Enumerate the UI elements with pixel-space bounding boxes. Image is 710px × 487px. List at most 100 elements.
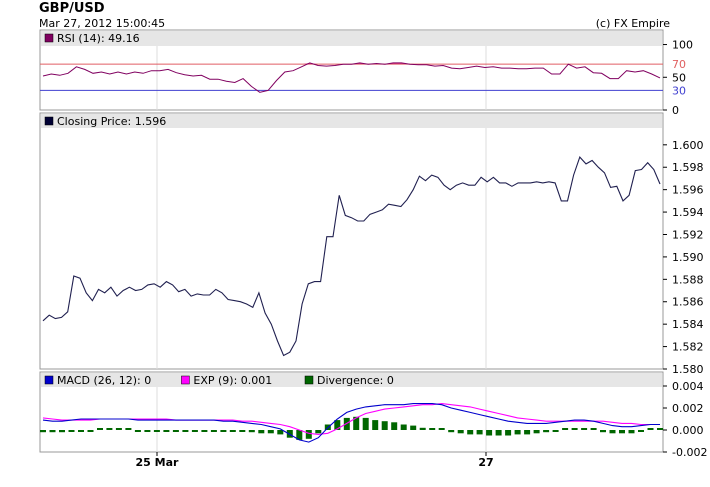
divergence-bar-7 <box>106 428 113 430</box>
divergence-bar-9 <box>125 428 132 430</box>
divergence-bar-12 <box>153 430 160 432</box>
legend-swatch-2-1 <box>181 375 190 385</box>
legend-label-2-1: EXP (9): 0.001 <box>193 374 272 387</box>
legend-label-2-2: Divergence: 0 <box>317 374 394 387</box>
divergence-bar-3 <box>68 430 75 432</box>
divergence-bar-37 <box>391 422 398 430</box>
price-tick-label-9: 1.582 <box>672 341 704 354</box>
divergence-bar-15 <box>182 430 189 432</box>
divergence-bar-41 <box>429 428 436 430</box>
divergence-bar-16 <box>191 430 198 432</box>
price-tick-label-2: 1.596 <box>672 184 704 197</box>
divergence-bar-53 <box>543 430 550 433</box>
legend-swatch-1-0 <box>44 116 54 126</box>
divergence-bar-0 <box>40 430 46 433</box>
divergence-bar-13 <box>163 430 170 432</box>
legend-swatch-2-2 <box>304 375 314 385</box>
price-tick-label-6: 1.588 <box>672 273 704 286</box>
legend-label-2-0: MACD (26, 12): 0 <box>57 374 151 387</box>
chart-timestamp: Mar 27, 2012 15:00:45 <box>39 17 166 30</box>
price-tick-label-5: 1.590 <box>672 251 704 264</box>
divergence-bar-42 <box>438 428 445 430</box>
divergence-bar-28 <box>305 430 312 439</box>
rsi-tick-label-2: 0 <box>672 104 679 117</box>
divergence-bar-21 <box>239 430 246 432</box>
divergence-bar-19 <box>220 430 227 432</box>
divergence-bar-47 <box>486 430 493 436</box>
divergence-bar-2 <box>59 430 65 433</box>
rsi-ref-label-0: 70 <box>672 58 686 71</box>
price-tick-label-8: 1.584 <box>672 318 704 331</box>
divergence-bar-35 <box>372 420 379 430</box>
price-tick-label-7: 1.586 <box>672 296 704 309</box>
macd-tick-label-2: 0.000 <box>672 424 704 437</box>
divergence-bar-38 <box>400 424 407 430</box>
panel-legend-bar-2 <box>41 373 662 387</box>
divergence-bar-64 <box>647 428 654 430</box>
divergence-bar-25 <box>277 430 284 435</box>
panel-legend-bar-0 <box>41 31 662 46</box>
rsi-ref-label-1: 30 <box>672 84 686 97</box>
divergence-bar-55 <box>562 428 569 430</box>
rsi-tick-label-0: 100 <box>672 39 693 52</box>
divergence-bar-40 <box>419 427 426 430</box>
divergence-bar-62 <box>628 430 635 434</box>
divergence-bar-17 <box>201 430 208 432</box>
divergence-bar-27 <box>296 430 303 440</box>
divergence-bar-11 <box>144 430 151 432</box>
x-axis-label-1: 27 <box>478 456 493 469</box>
divergence-bar-58 <box>590 428 597 430</box>
legend-label-1-0: Closing Price: 1.596 <box>57 115 166 128</box>
divergence-bar-36 <box>381 421 388 430</box>
divergence-bar-50 <box>514 430 521 435</box>
divergence-bar-59 <box>600 430 606 433</box>
divergence-bar-65 <box>657 428 663 430</box>
divergence-bar-39 <box>410 425 417 430</box>
divergence-bar-34 <box>362 417 369 430</box>
divergence-bar-22 <box>248 430 255 433</box>
divergence-bar-10 <box>134 430 141 432</box>
macd-tick-label-0: 0.004 <box>672 380 704 393</box>
divergence-bar-33 <box>353 416 360 430</box>
divergence-bar-18 <box>210 430 217 432</box>
divergence-bar-51 <box>524 430 531 435</box>
divergence-bar-54 <box>552 430 559 432</box>
divergence-bar-29 <box>315 430 322 434</box>
copyright-notice: (c) FX Empire <box>595 17 670 30</box>
divergence-bar-46 <box>476 430 483 435</box>
exp-signal-line <box>42 403 660 435</box>
divergence-bar-45 <box>467 430 474 435</box>
chart-symbol: GBP/USD <box>39 1 105 16</box>
divergence-bar-23 <box>258 430 265 434</box>
macd-tick-label-3: -0.002 <box>672 446 707 459</box>
x-axis-label-0: 25 Mar <box>136 456 180 469</box>
macd-line <box>42 403 660 443</box>
macd-tick-label-1: 0.002 <box>672 402 704 415</box>
divergence-bar-57 <box>581 428 588 430</box>
divergence-bar-1 <box>49 430 56 433</box>
divergence-bar-20 <box>229 430 236 432</box>
panel-frame-1 <box>39 112 664 370</box>
divergence-bar-52 <box>533 430 540 434</box>
divergence-bar-24 <box>267 430 274 434</box>
divergence-bar-6 <box>97 428 103 430</box>
legend-swatch-2-0 <box>44 375 54 385</box>
price-tick-label-10: 1.580 <box>672 363 704 376</box>
legend-swatch-0-0 <box>44 33 54 43</box>
divergence-bar-61 <box>619 430 625 434</box>
divergence-bar-43 <box>448 430 455 433</box>
divergence-bar-49 <box>505 430 512 436</box>
price-tick-label-3: 1.594 <box>672 206 704 219</box>
divergence-bar-14 <box>172 430 179 432</box>
legend-label-0-0: RSI (14): 49.16 <box>57 32 140 45</box>
panel-legend-bar-1 <box>41 114 662 128</box>
divergence-bar-31 <box>334 420 341 430</box>
price-tick-label-4: 1.592 <box>672 228 704 241</box>
divergence-bar-48 <box>495 430 502 436</box>
price-tick-label-1: 1.598 <box>672 161 704 174</box>
divergence-bar-4 <box>78 430 84 432</box>
divergence-bar-60 <box>609 430 616 434</box>
rsi-tick-label-1: 50 <box>672 71 686 84</box>
divergence-bar-63 <box>638 430 644 432</box>
